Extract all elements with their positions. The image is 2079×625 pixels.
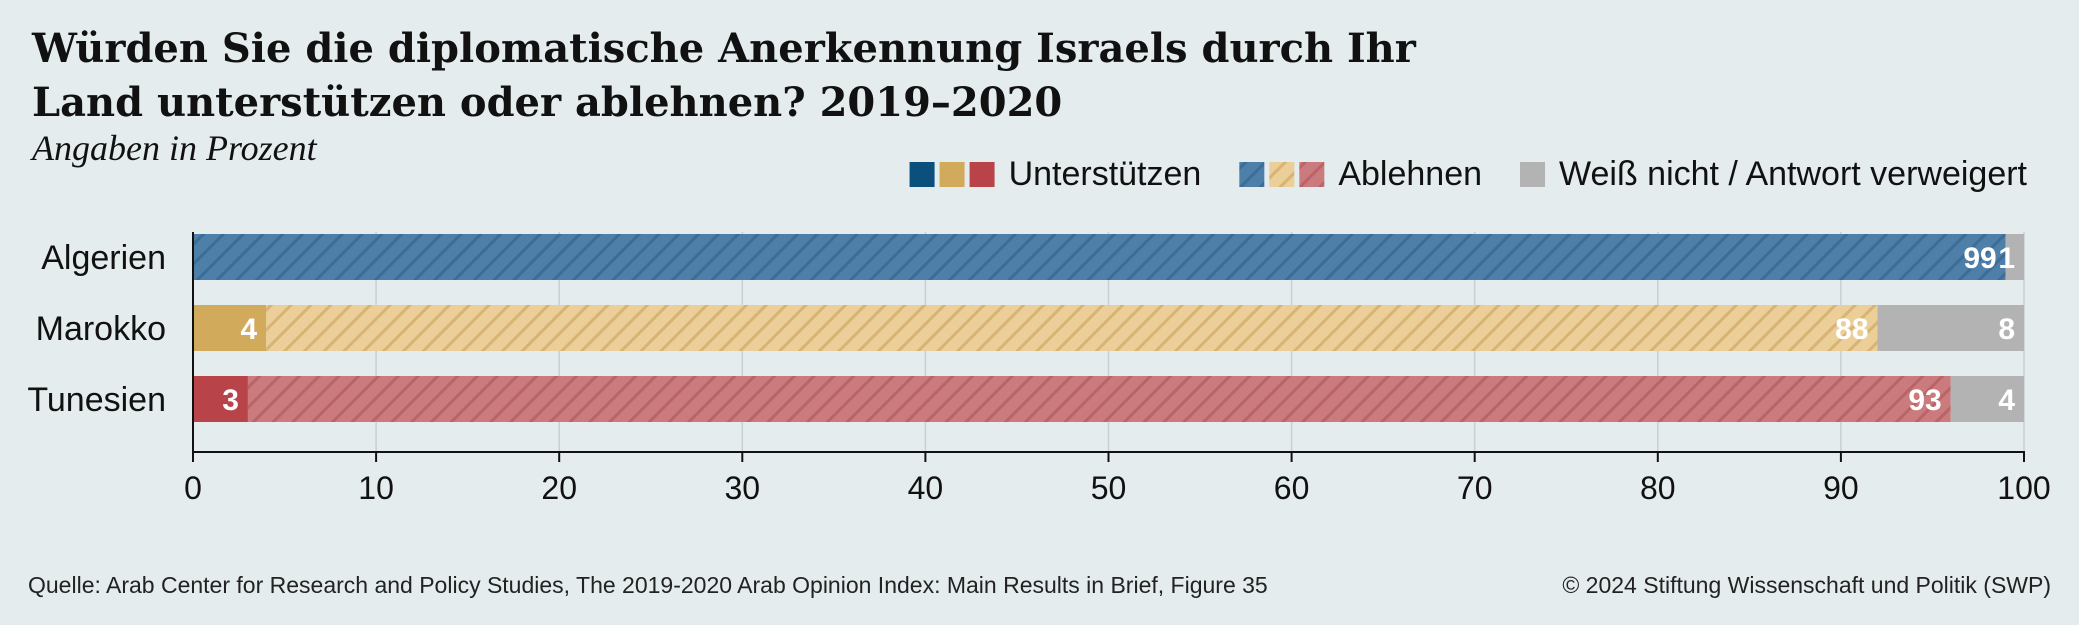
tick-label: 60 [1274,470,1310,506]
source-note: Quelle: Arab Center for Research and Pol… [28,572,1268,598]
value-label: 93 [1908,384,1941,417]
category-label: Marokko [36,310,166,348]
legend-label: Unterstützen [1009,155,1202,193]
legend-swatch [909,162,935,187]
legend-label: Weiß nicht / Antwort verweigert [1559,155,2028,193]
legend-swatch [1269,162,1295,187]
legend-swatch [939,162,965,187]
value-label: 99 [1963,242,1996,275]
value-label: 1 [1998,242,2015,275]
tick-label: 100 [1997,470,2050,506]
value-label: 8 [1998,313,2015,346]
legend-swatch [969,162,995,187]
value-label: 88 [1835,313,1868,346]
legend-swatch [1299,162,1325,187]
legend-swatch [1520,162,1546,187]
chart-subtitle: Angaben in Prozent [32,128,317,168]
bar-segment [1950,376,2024,422]
bar-segment [266,305,1878,351]
tick-label: 50 [1091,470,1127,506]
chart-title: Würden Sie die diplomatische Anerkennung… [32,25,1416,126]
tick-label: 90 [1823,470,1859,506]
legend-label: Ablehnen [1338,155,1482,193]
tick-label: 30 [725,470,761,506]
tick-label: 20 [541,470,577,506]
x-axis: 0 10 20 30 40 50 60 70 80 90 100 [184,232,2051,506]
bar-segment [193,376,248,422]
tick-label: 70 [1457,470,1493,506]
bar-segment [247,376,1951,422]
bar-row: Marokko 4 88 8 [36,305,2024,351]
chart-legend: Weiß nicht / Antwort verweigert Ablehnen U… [909,155,2028,193]
tick-label: 0 [184,470,202,506]
bar-row: Algerien 99 1 [41,234,2024,280]
copyright-note: © 2024 Stiftung Wissenschaft und Politik… [1562,572,2051,598]
stacked-bar-chart: Weiß nicht / Antwort verweigert Ablehnen U… [27,155,2051,506]
value-label: 3 [222,384,239,417]
value-label: 4 [241,313,258,346]
tick-label: 40 [908,470,944,506]
bar-row: Tunesien 3 93 4 [27,376,2024,422]
category-label: Algerien [41,239,166,277]
bar-segment [2005,234,2024,280]
tick-label: 80 [1640,470,1676,506]
legend-swatch [1239,162,1265,187]
bar-segment [193,305,267,351]
bar-segment [1877,305,2024,351]
tick-label: 10 [358,470,394,506]
bar-segment [193,234,2006,280]
value-label: 4 [1998,384,2015,417]
category-label: Tunesien [27,381,166,419]
